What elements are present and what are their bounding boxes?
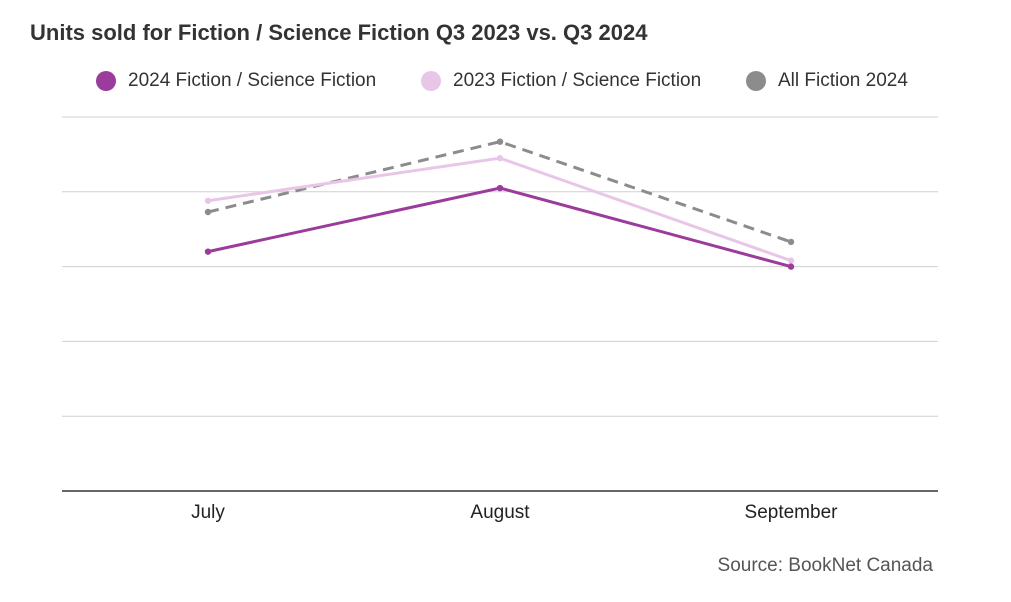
legend-swatch-2023-scifi [421,71,441,91]
legend-item-all-fiction[interactable]: All Fiction 2024 [746,66,908,96]
series-line-1[interactable] [207,156,792,263]
series-2-point-0[interactable] [204,208,212,216]
legend-label-all-fiction: All Fiction 2024 [778,70,908,91]
legend-item-2024-scifi[interactable]: 2024 Fiction / Science Fiction [96,66,376,96]
x-tick-july: July [191,502,225,523]
series-line-0[interactable] [207,186,792,269]
series-0-point-0[interactable] [204,248,212,255]
source-note: Source: BookNet Canada [717,555,933,576]
series-0-point-1[interactable] [496,184,504,192]
legend: 2024 Fiction / Science Fiction 2023 Fict… [0,66,1011,96]
legend-label-2023-scifi: 2023 Fiction / Science Fiction [453,70,702,91]
legend-swatch-2024-scifi [96,71,116,91]
series-2-point-1[interactable] [496,138,504,145]
series-line-2[interactable] [207,140,792,244]
series-1-point-1[interactable] [496,154,504,162]
series-0-point-2[interactable] [787,263,795,270]
x-tick-september: September [744,502,838,523]
legend-swatch-all-fiction [746,71,766,91]
chart-title: Units sold for Fiction / Science Fiction… [30,20,648,45]
legend-label-2024-scifi: 2024 Fiction / Science Fiction [128,70,377,91]
series-1-point-0[interactable] [204,197,212,204]
x-tick-august: August [470,502,530,523]
series-1-point-2[interactable] [787,257,795,264]
series-2-point-2[interactable] [787,238,795,246]
legend-item-2023-scifi[interactable]: 2023 Fiction / Science Fiction [421,66,701,96]
